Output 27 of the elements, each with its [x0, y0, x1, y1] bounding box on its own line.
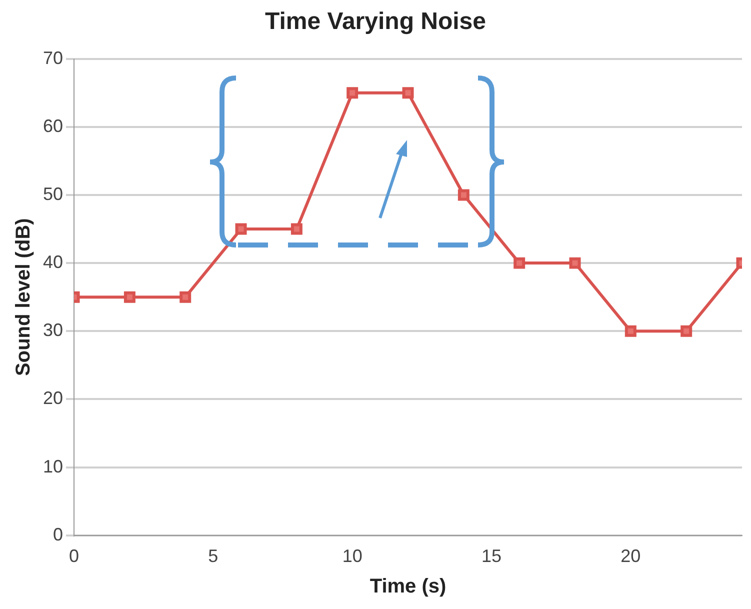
chart-title: Time Varying Noise	[265, 8, 486, 36]
point	[624, 325, 636, 337]
y-tick-label: 40	[42, 252, 64, 272]
y-tick-label: 10	[42, 456, 64, 476]
y-tick-label: 50	[42, 184, 64, 204]
x-tick-label: 20	[620, 546, 641, 566]
point	[290, 223, 302, 235]
y-tick-label: 60	[42, 116, 64, 136]
y-axis-title: Sound level (dB)	[12, 218, 35, 376]
point	[180, 291, 192, 303]
point	[235, 223, 247, 235]
point	[124, 291, 136, 303]
point	[402, 87, 414, 99]
y-tick-label: 0	[53, 524, 64, 544]
point	[680, 325, 692, 337]
point	[569, 257, 581, 269]
x-tick-label: 10	[342, 546, 362, 566]
x-tick-label: 5	[208, 546, 218, 566]
point	[346, 87, 358, 99]
y-tick-label: 70	[42, 48, 64, 68]
point	[514, 257, 526, 269]
y-tick-label: 30	[42, 320, 64, 340]
x-tick-label: 0	[69, 546, 80, 566]
x-tick-label: 15	[481, 546, 502, 566]
x-axis-title: Time (s)	[370, 576, 446, 598]
point	[458, 189, 470, 201]
y-tick-label: 20	[42, 388, 64, 408]
